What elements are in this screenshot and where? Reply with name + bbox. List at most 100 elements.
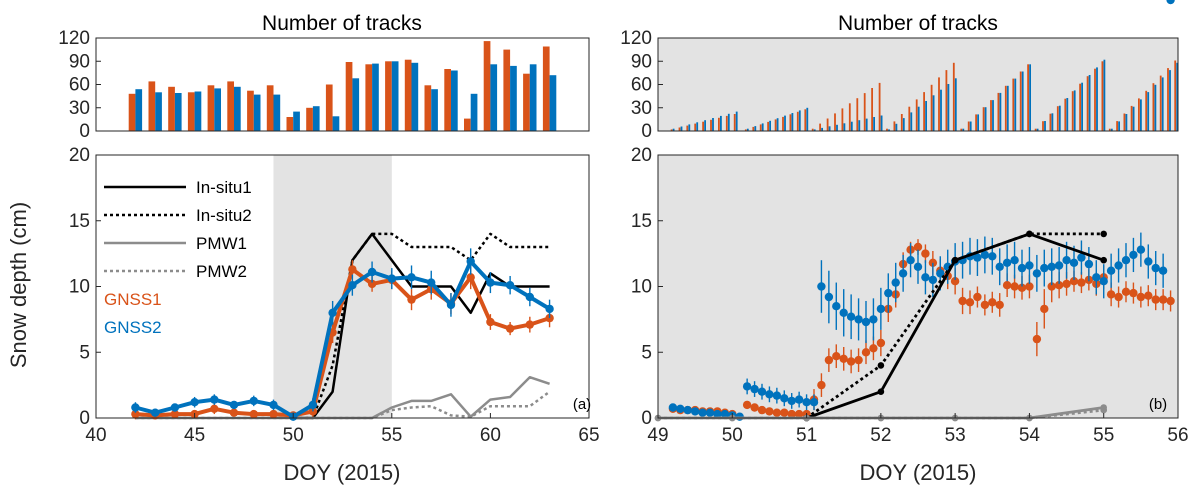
gnss1-point — [980, 300, 990, 310]
track-bar-gnss1 — [1108, 128, 1111, 131]
bar-gnss2 — [155, 92, 162, 132]
br-xtick-label: 56 — [1167, 425, 1188, 446]
bl-xtick-label: 40 — [85, 425, 106, 446]
br-xtick-label: 55 — [1093, 425, 1114, 446]
bar-gnss2 — [451, 70, 458, 131]
gnss2-point — [995, 262, 1004, 271]
track-bar-gnss2 — [1058, 105, 1061, 131]
gnss2-point — [683, 405, 692, 415]
track-bar-gnss2 — [1029, 64, 1031, 131]
track-bar-gnss1 — [767, 121, 769, 131]
track-bar-gnss2 — [873, 117, 875, 131]
in-situ1-marker — [877, 388, 885, 396]
br-ytick-label: 15 — [631, 211, 652, 232]
track-bar-gnss1 — [1086, 76, 1089, 131]
gnss1-point — [750, 403, 759, 412]
pmw2-line — [135, 390, 551, 420]
gnss1-point — [505, 324, 515, 333]
br-ytick-label: 5 — [641, 342, 652, 363]
track-bar-gnss2 — [720, 115, 722, 131]
in-situ2-line — [805, 232, 1104, 420]
track-bar-gnss2 — [1147, 92, 1150, 131]
bar-gnss2 — [214, 88, 221, 131]
gnss2-point — [705, 408, 715, 417]
bar-gnss2 — [253, 94, 261, 131]
track-bar-gnss1 — [945, 70, 948, 131]
track-bar-gnss1 — [960, 128, 963, 131]
track-bar-gnss2 — [880, 115, 883, 131]
gnss2-point — [170, 403, 180, 412]
gnss2-point — [1054, 261, 1064, 270]
gnss1-point — [1106, 290, 1116, 299]
track-bar-gnss2 — [947, 84, 950, 131]
track-bar-gnss1 — [804, 109, 807, 131]
track-bar-gnss2 — [813, 129, 816, 131]
track-bar-gnss2 — [1006, 85, 1009, 131]
gnss2-point — [1077, 253, 1086, 262]
gnss1-point — [787, 409, 796, 419]
bar-gnss1 — [365, 64, 373, 131]
bar-gnss1 — [345, 62, 353, 131]
track-bar-gnss2 — [910, 112, 913, 131]
track-bar-gnss2 — [672, 128, 675, 131]
gnss2-point — [869, 315, 878, 324]
track-bar-gnss2 — [969, 121, 972, 131]
track-bar-gnss2 — [1169, 70, 1171, 131]
gnss2-point — [210, 395, 219, 404]
bar-gnss2 — [332, 116, 340, 131]
track-bar-gnss1 — [678, 127, 681, 131]
br-xtick-label: 51 — [796, 425, 817, 446]
gnss2-point — [713, 409, 722, 419]
gnss2-point — [884, 288, 893, 298]
gnss2-point — [1040, 263, 1049, 273]
track-bar-gnss2 — [1051, 113, 1054, 131]
gnss2-point — [876, 304, 886, 314]
legend-pmw2-label: PMW2 — [196, 262, 247, 281]
gnss1-point — [131, 409, 140, 419]
track-bar-gnss1 — [1101, 61, 1104, 132]
track-bar-gnss1 — [1094, 68, 1096, 131]
gnss2-point — [668, 403, 678, 412]
track-bar-gnss2 — [1088, 75, 1091, 131]
track-bar-gnss1 — [893, 121, 896, 131]
track-bar-gnss1 — [1159, 75, 1162, 131]
gnss1-point — [1144, 291, 1153, 300]
track-bar-gnss1 — [923, 92, 925, 131]
track-bar-gnss1 — [841, 108, 844, 131]
gnss2-point — [1106, 266, 1116, 275]
in-situ1-marker — [1100, 256, 1107, 264]
gnss1-point — [928, 258, 938, 267]
track-bar-gnss2 — [1161, 77, 1164, 131]
br-xtick-label: 50 — [722, 425, 743, 446]
gnss1-point — [742, 400, 752, 410]
gnss2-point — [817, 282, 826, 291]
gnss2-point — [131, 403, 140, 412]
gnss2-point — [1002, 258, 1012, 267]
gnss1-point — [950, 277, 960, 286]
gnss1-point — [861, 348, 871, 357]
track-bar-gnss1 — [997, 92, 1000, 131]
panel-bottom-right: 0 5 10 15 20 49 50 51 52 53 54 55 56 DOY (2015) (b) — [631, 0, 1189, 485]
bar-gnss2 — [510, 65, 517, 131]
tr-ytick-label: 30 — [631, 98, 652, 119]
gnss1-point — [958, 296, 967, 306]
tr-ytick-label: 0 — [641, 121, 652, 142]
track-bar-gnss1 — [752, 126, 755, 131]
track-bar-gnss2 — [1081, 82, 1083, 131]
gnss2-point — [824, 292, 834, 302]
bar-gnss2 — [529, 64, 537, 131]
track-bar-gnss2 — [902, 118, 905, 131]
bl-xtick-label: 50 — [283, 425, 304, 446]
track-bar-gnss1 — [1130, 105, 1133, 131]
gnss2-point — [913, 262, 923, 271]
gnss2-point — [832, 302, 841, 311]
in-situ2-marker — [1100, 230, 1107, 238]
gnss1-point — [1151, 295, 1160, 304]
gnss2-point — [765, 390, 774, 399]
track-bar-gnss2 — [858, 120, 861, 131]
gnss2-point — [1069, 258, 1079, 267]
gnss2-point — [1047, 262, 1056, 271]
track-bar-gnss2 — [1073, 90, 1076, 131]
bl-xtick-label: 65 — [578, 425, 599, 446]
track-bar-gnss2 — [895, 123, 898, 131]
